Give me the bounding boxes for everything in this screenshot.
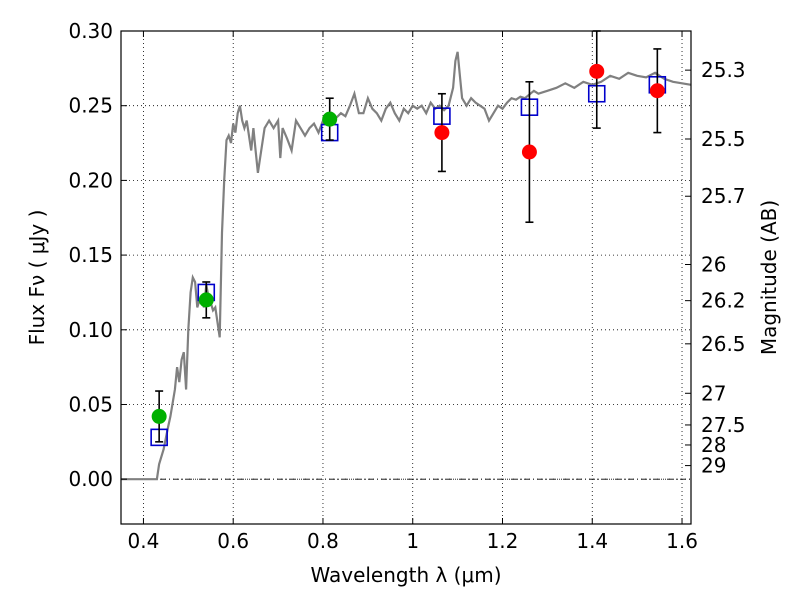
x-tick-label: 1.4 <box>576 529 608 553</box>
x-tick-label: 1.2 <box>487 529 519 553</box>
y2-tick-label: 26.5 <box>701 332 746 356</box>
y2-tick-label: 26.2 <box>701 289 746 313</box>
y-tick-label: 0.00 <box>68 467 113 491</box>
x-tick-label: 1.6 <box>666 529 698 553</box>
x-tick-label: 1 <box>406 529 419 553</box>
observed-flux-point <box>521 144 537 160</box>
observed-flux-point <box>649 83 665 99</box>
observed-flux-point <box>434 125 450 141</box>
y-tick-label: 0.10 <box>68 318 113 342</box>
y2-tick-label: 25.7 <box>701 184 746 208</box>
x-tick-label: 0.8 <box>307 529 339 553</box>
y-tick-label: 0.25 <box>68 94 113 118</box>
y2-axis-label: Magnitude (AB) <box>757 200 781 355</box>
y2-tick-label: 25.3 <box>701 58 746 82</box>
y2-tick-label: 26 <box>701 253 726 277</box>
axis-ticks: 0.4 0.6 0.8 1 1.2 1.4 1.6 0.00 0.05 0.10 0.15 0.20 0… <box>68 19 745 553</box>
data-series <box>121 30 692 481</box>
x-tick-label: 0.6 <box>217 529 249 553</box>
y-tick-label: 0.15 <box>68 243 113 267</box>
y-tick-label: 0.20 <box>68 168 113 192</box>
y2-tick-label: 28 <box>701 433 726 457</box>
plot-frame <box>120 30 692 525</box>
grid-lines <box>121 30 691 524</box>
y2-tick-label: 27 <box>701 381 726 405</box>
y2-tick-label: 27.5 <box>701 413 746 437</box>
observed-flux-point <box>198 292 214 308</box>
y-tick-label: 0.05 <box>68 392 113 416</box>
observed-flux-point <box>322 111 338 127</box>
y-axis-label: Flux Fν ( μJy ) <box>25 210 49 346</box>
y-tick-label: 0.30 <box>68 19 113 43</box>
y2-tick-label: 25.5 <box>701 127 746 151</box>
observed-flux-point <box>589 63 605 79</box>
y2-tick-label: 29 <box>701 454 726 478</box>
observed-flux-point <box>151 408 167 424</box>
model-spectrum-line <box>121 51 692 481</box>
x-tick-label: 0.4 <box>128 529 160 553</box>
x-axis-label: Wavelength λ (μm) <box>310 563 501 587</box>
